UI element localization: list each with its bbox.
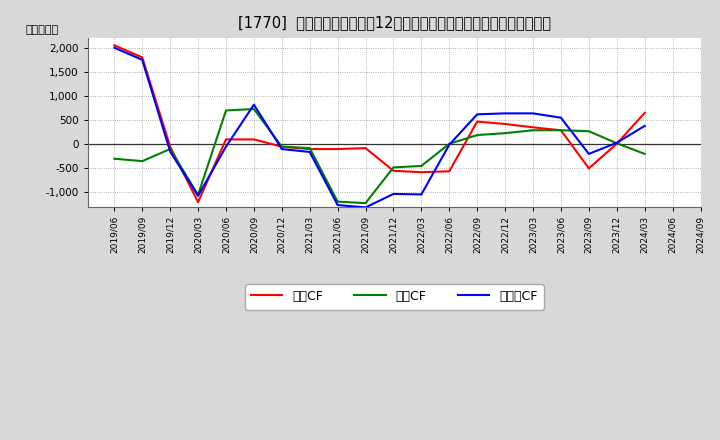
投資CF [138,158,147,164]
営業CF [417,169,426,175]
営業CF [640,110,649,116]
投資CF [194,192,202,198]
投資CF [389,165,397,170]
営業CF [194,199,202,205]
営業CF [222,137,230,142]
営業CF [166,144,174,149]
投資CF [585,128,593,134]
フリーCF [528,111,537,116]
営業CF [250,137,258,142]
Y-axis label: （百万円）: （百万円） [25,25,58,35]
フリーCF [194,193,202,198]
フリーCF [417,192,426,197]
フリーCF [389,191,397,197]
営業CF [501,121,510,127]
投資CF [557,128,565,133]
営業CF [110,43,119,48]
投資CF [250,106,258,112]
Line: 営業CF: 営業CF [114,45,644,202]
フリーCF [305,149,314,154]
投資CF [528,128,537,133]
営業CF [557,128,565,133]
フリーCF [473,112,482,117]
営業CF [473,119,482,124]
投資CF [166,147,174,152]
投資CF [501,131,510,136]
投資CF [110,156,119,161]
投資CF [333,199,342,204]
フリーCF [110,45,119,51]
営業CF [389,168,397,173]
投資CF [445,141,454,147]
投資CF [277,144,286,149]
営業CF [138,55,147,60]
営業CF [277,144,286,149]
投資CF [305,146,314,151]
Line: 投資CF: 投資CF [114,109,644,203]
投資CF [613,141,621,146]
営業CF [528,125,537,130]
フリーCF [333,202,342,208]
フリーCF [166,149,174,154]
フリーCF [250,102,258,107]
Line: フリーCF: フリーCF [114,48,644,207]
営業CF [305,147,314,152]
フリーCF [557,115,565,121]
Title: [1770]  キャッシュフローの12か月移動合計の対前年同期増減額の推移: [1770] キャッシュフローの12か月移動合計の対前年同期増減額の推移 [238,15,551,30]
フリーCF [138,57,147,62]
フリーCF [501,111,510,116]
フリーCF [277,147,286,152]
営業CF [445,169,454,174]
投資CF [417,163,426,169]
フリーCF [613,140,621,146]
フリーCF [222,144,230,149]
投資CF [222,108,230,113]
フリーCF [361,205,370,210]
フリーCF [585,151,593,157]
営業CF [585,166,593,171]
営業CF [613,141,621,147]
営業CF [333,147,342,152]
投資CF [640,151,649,157]
投資CF [473,132,482,138]
フリーCF [445,142,454,147]
Legend: 営業CF, 投資CF, フリーCF: 営業CF, 投資CF, フリーCF [245,284,544,310]
投資CF [361,201,370,206]
営業CF [361,146,370,151]
フリーCF [640,123,649,128]
